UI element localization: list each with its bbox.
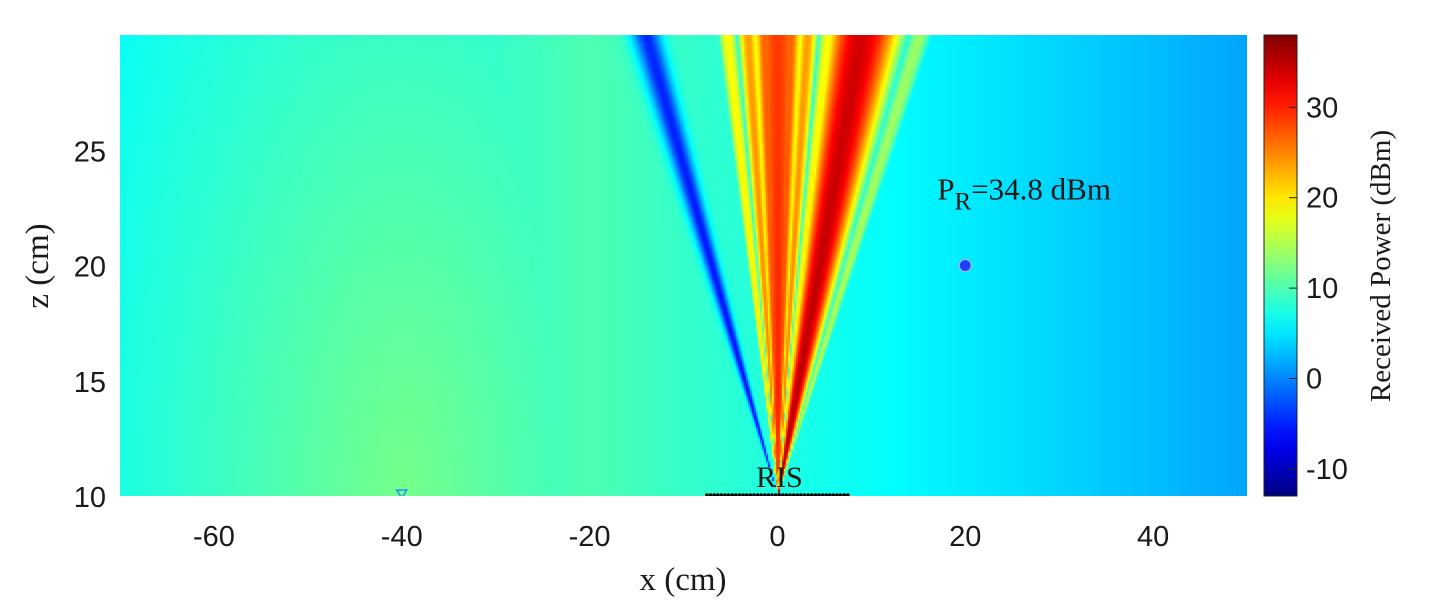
- ris-element: [824, 493, 828, 496]
- colorbar-tick-label: 30: [1306, 92, 1338, 124]
- y-tick-label: 20: [74, 252, 106, 284]
- plot-markers: [395, 258, 972, 496]
- y-axis-label: z (cm): [20, 223, 56, 308]
- ris-element: [730, 493, 735, 496]
- receiver-label-prefix: P: [937, 172, 954, 207]
- ris-element: [719, 493, 724, 496]
- x-tick-label: -40: [381, 521, 423, 553]
- x-tick-label: 40: [1137, 521, 1169, 553]
- ris-element: [806, 493, 810, 496]
- x-axis-ticks: -60 -40 -20 0 20 40: [193, 521, 1169, 553]
- ris-element: [838, 493, 843, 496]
- ris-element: [759, 493, 763, 496]
- y-tick-label: 25: [74, 136, 106, 168]
- ris-element: [762, 493, 767, 496]
- ris-element: [773, 493, 778, 496]
- ris-element: [846, 493, 850, 496]
- colorbar-tick-label: 0: [1306, 363, 1322, 395]
- ris-element: [712, 493, 717, 496]
- ris-element: [820, 493, 825, 496]
- colorbar: [1263, 34, 1298, 497]
- heatmap-area: [120, 35, 1247, 496]
- ris-element: [791, 493, 796, 496]
- ris-element: [842, 493, 847, 496]
- x-tick-label: 0: [769, 521, 785, 553]
- ris-element: [716, 493, 720, 496]
- ris-element: [744, 493, 749, 496]
- y-tick-label: 15: [74, 367, 106, 399]
- ris-element: [777, 493, 782, 496]
- ris-element: [748, 493, 753, 496]
- ris-element: [705, 493, 709, 496]
- transmitter-marker: [395, 489, 409, 496]
- heatmap-canvas: [120, 35, 1247, 496]
- ris-element: [827, 493, 832, 496]
- ris-element: [784, 493, 789, 496]
- receiver-label-suffix: =34.8 dBm: [971, 172, 1111, 207]
- ris-element: [708, 493, 713, 496]
- receiver-label-subscript: R: [955, 189, 972, 216]
- y-axis-ticks: 10 15 20 25: [74, 136, 106, 514]
- x-axis-label: x (cm): [639, 562, 726, 598]
- ris-element: [799, 493, 803, 496]
- ris-element: [734, 493, 738, 496]
- x-tick-label: -20: [569, 521, 611, 553]
- colorbar-ticks: -10 0 10 20 30: [1289, 92, 1348, 486]
- ris-element: [726, 493, 731, 496]
- ris-element: [788, 493, 792, 496]
- x-tick-label: -60: [193, 521, 235, 553]
- ris-label: RIS: [756, 461, 803, 494]
- ris-element: [831, 493, 836, 496]
- ris-element: [755, 493, 760, 496]
- y-tick-label: 10: [74, 482, 106, 514]
- ris-element: [737, 493, 742, 496]
- ris-element: [795, 493, 800, 496]
- x-tick-label: 20: [949, 521, 981, 553]
- ris-element: [817, 493, 821, 496]
- ris-element: [766, 493, 771, 496]
- ris-element: [723, 493, 727, 496]
- ris-element: [835, 493, 839, 496]
- colorbar-tick-label: 20: [1306, 183, 1338, 215]
- receiver-power-annotation: PR=34.8 dBm: [937, 172, 1111, 216]
- ris-element: [752, 493, 756, 496]
- ris-element: [741, 493, 745, 496]
- ris-element: [802, 493, 807, 496]
- ris-element: [781, 493, 785, 496]
- ris-element: [813, 493, 818, 496]
- colorbar-label: Received Power (dBm): [1365, 130, 1397, 402]
- receiver-marker: [958, 258, 972, 273]
- colorbar-tick-label: 10: [1306, 273, 1338, 305]
- colorbar-tick-label: -10: [1306, 454, 1348, 486]
- ris-element: [770, 493, 774, 496]
- ris-element: [809, 493, 814, 496]
